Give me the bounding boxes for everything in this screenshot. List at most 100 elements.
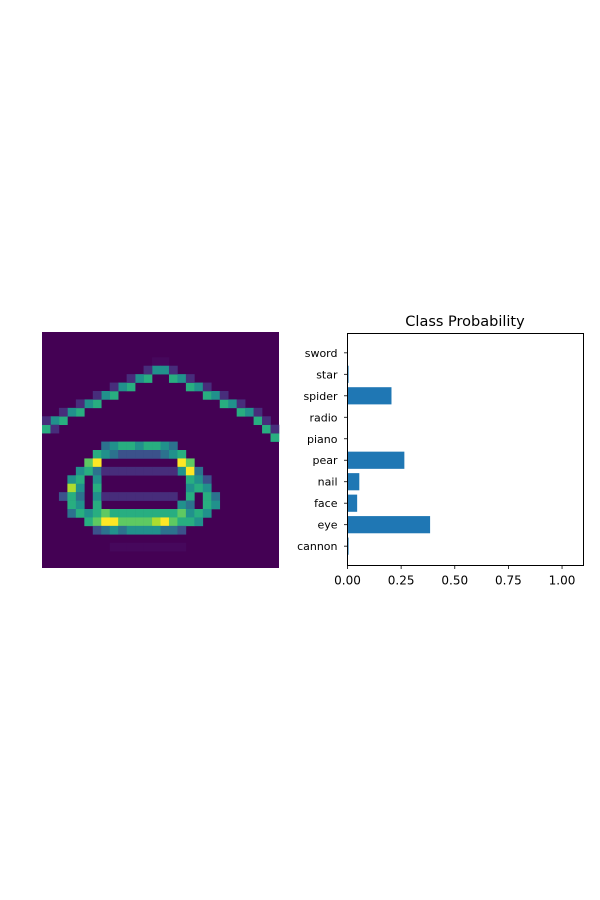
- image-pixel: [194, 466, 204, 476]
- bar-pear: [347, 451, 405, 469]
- y-tick-label-face: face: [314, 497, 338, 510]
- image-pixel: [185, 483, 195, 493]
- image-pixel: [92, 492, 102, 501]
- image-pixel: [211, 391, 221, 400]
- image-pixel: [118, 450, 127, 459]
- image-pixel: [143, 542, 153, 552]
- image-pixel: [194, 509, 204, 518]
- image-pixel: [75, 407, 85, 417]
- image-pixel: [202, 382, 212, 392]
- image-pixel: [236, 399, 246, 409]
- image-pixel: [177, 374, 187, 383]
- image-pixel: [168, 466, 178, 476]
- image-pixel: [177, 450, 187, 459]
- class-probability-chart: Class Probability cannon eye face nail pear p…: [297, 314, 584, 588]
- image-pixel: [84, 517, 94, 527]
- image-pixel: [92, 399, 102, 409]
- image-pixel: [126, 466, 136, 476]
- x-tick-label: 0.00: [334, 574, 361, 588]
- image-pixel: [126, 374, 136, 383]
- image-pixel: [152, 357, 161, 367]
- image-pixel: [177, 466, 187, 476]
- image-pixel: [126, 509, 136, 518]
- image-pixel: [84, 466, 94, 476]
- x-tick-label: 0.25: [388, 574, 415, 588]
- image-pixel: [185, 382, 195, 392]
- image-pixel: [194, 483, 204, 493]
- y-tick-label-nail: nail: [318, 476, 338, 489]
- image-pixel: [202, 500, 212, 510]
- y-tick-label-sword: sword: [305, 347, 338, 360]
- image-pixel: [92, 525, 102, 535]
- image-pixel: [118, 525, 127, 535]
- bar-star: [347, 365, 349, 383]
- image-pixel: [67, 500, 77, 510]
- image-pixel: [262, 416, 271, 426]
- image-pixel: [143, 517, 153, 527]
- image-pixel: [135, 492, 144, 501]
- image-pixel: [194, 517, 204, 527]
- image-pixel: [109, 450, 119, 459]
- image-pixel: [185, 458, 195, 468]
- bar-face: [347, 494, 358, 512]
- image-pixel: [42, 424, 51, 434]
- y-tick-label-pear: pear: [312, 454, 337, 467]
- x-tick-label: 0.50: [441, 574, 468, 588]
- image-pixel: [168, 374, 178, 383]
- image-pixel: [160, 450, 170, 459]
- image-pixel: [168, 509, 178, 518]
- image-pixel: [143, 525, 153, 535]
- image-pixel: [126, 517, 136, 527]
- image-pixel: [270, 433, 280, 442]
- image-pixel: [67, 483, 77, 493]
- image-pixel: [101, 391, 111, 400]
- image-pixel: [160, 542, 170, 552]
- image-pixel: [160, 441, 170, 451]
- image-pixel: [135, 466, 144, 476]
- image-pixel: [177, 525, 187, 535]
- image-pixel: [143, 374, 153, 383]
- image-pixel: [168, 517, 178, 527]
- image-pixel: [152, 466, 161, 476]
- image-pixel: [143, 492, 153, 501]
- image-pixel: [75, 509, 85, 518]
- image-pixel: [92, 475, 102, 485]
- image-pixel: [160, 492, 170, 501]
- image-pixel: [219, 399, 229, 409]
- image-pixel: [202, 391, 212, 400]
- image-pixel: [67, 509, 77, 518]
- image-pixel: [92, 391, 102, 400]
- image-pixel: [185, 374, 195, 383]
- image-pixel: [177, 458, 187, 468]
- image-pixel: [92, 509, 102, 518]
- image-pixel: [177, 517, 187, 527]
- image-pixel: [160, 466, 170, 476]
- image-pixel: [168, 492, 178, 501]
- image-pixel: [118, 517, 127, 527]
- x-tick-label: 1.00: [549, 574, 576, 588]
- image-pixel: [118, 492, 127, 501]
- image-pixel: [185, 509, 195, 518]
- image-pixel: [177, 542, 187, 552]
- image-pixel: [109, 517, 119, 527]
- image-pixel: [160, 509, 170, 518]
- image-pixel: [109, 525, 119, 535]
- bars: [347, 365, 431, 555]
- image-pixel: [50, 424, 60, 434]
- image-pixel: [126, 525, 136, 535]
- image-pixel: [152, 365, 161, 375]
- image-pixel: [135, 542, 144, 552]
- image-pixel: [135, 525, 144, 535]
- image-pixel: [58, 492, 68, 501]
- image-pixel: [135, 450, 144, 459]
- image-pixel: [202, 509, 212, 518]
- image-pixel: [126, 492, 136, 501]
- image-pixel: [262, 424, 271, 434]
- image-pixel: [126, 450, 136, 459]
- image-pixel: [75, 483, 85, 493]
- image-pixel: [185, 500, 195, 510]
- image-pixel: [143, 509, 153, 518]
- x-axis-ticks: 0.00 0.25 0.50 0.75 1.00: [334, 565, 576, 588]
- image-pixel: [101, 466, 111, 476]
